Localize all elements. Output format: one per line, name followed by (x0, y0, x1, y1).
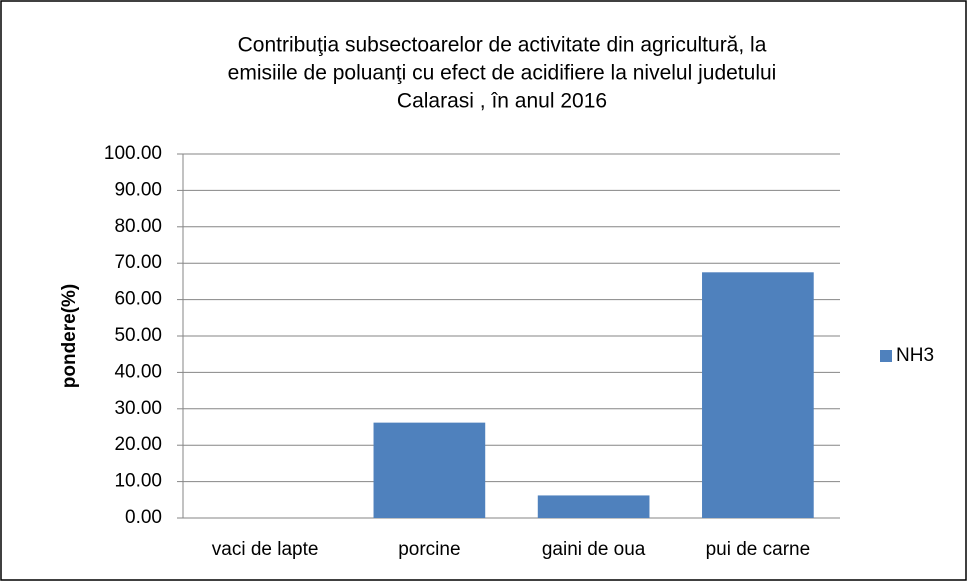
y-tick-label: 100.00 (104, 143, 162, 164)
y-axis-label: pondere(%) (59, 284, 80, 389)
chart-title: Contribuţia subsectoarelor de activitate… (238, 34, 767, 57)
y-tick-label: 40.00 (114, 361, 162, 382)
chart-title: emisiile de poluanţi cu efect de acidifi… (228, 62, 777, 85)
y-tick-label: 80.00 (114, 216, 162, 237)
y-tick-label: 30.00 (114, 398, 162, 419)
x-tick-label: porcine (398, 539, 460, 560)
chart-title: Calarasi , în anul 2016 (397, 90, 607, 113)
x-tick-label: vaci de lapte (212, 539, 319, 560)
y-tick-label: 60.00 (114, 289, 162, 310)
y-tick-label: 20.00 (114, 434, 162, 455)
legend-swatch (880, 350, 892, 362)
y-tick-label: 10.00 (114, 471, 162, 492)
bar (373, 422, 486, 518)
y-tick-label: 0.00 (125, 507, 162, 528)
y-tick-label: 50.00 (114, 325, 162, 346)
bar (537, 495, 650, 518)
x-tick-label: gaini de oua (542, 539, 646, 560)
legend-label: NH3 (896, 345, 934, 366)
y-tick-label: 70.00 (114, 252, 162, 273)
y-tick-label: 90.00 (114, 179, 162, 200)
bar (702, 272, 814, 518)
x-tick-label: pui de carne (706, 539, 811, 560)
